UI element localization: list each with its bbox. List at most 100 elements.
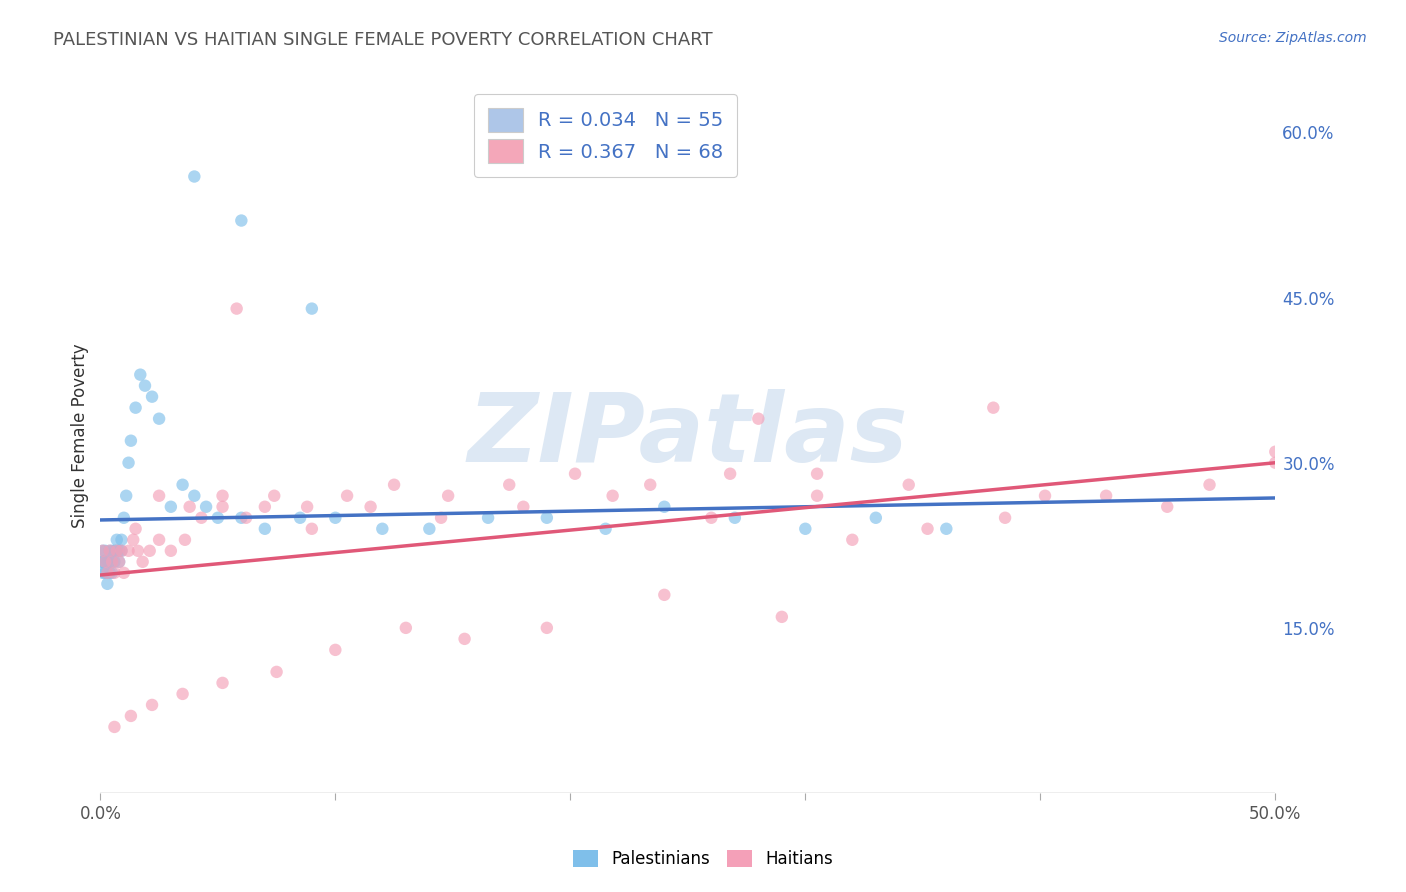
Point: [148, 533, 170, 547]
Point: [231, 213, 253, 227]
Point: [638, 477, 661, 491]
Point: [602, 489, 624, 503]
Point: [288, 510, 311, 524]
Point: [235, 510, 257, 524]
Point: [103, 566, 125, 580]
Point: [1033, 489, 1056, 503]
Point: [211, 489, 233, 503]
Point: [108, 543, 131, 558]
Point: [110, 543, 132, 558]
Point: [935, 522, 957, 536]
Point: [101, 566, 124, 580]
Point: [120, 709, 142, 723]
Point: [453, 632, 475, 646]
Point: [94, 543, 117, 558]
Text: PALESTINIAN VS HAITIAN SINGLE FEMALE POVERTY CORRELATION CHART: PALESTINIAN VS HAITIAN SINGLE FEMALE POV…: [53, 31, 713, 49]
Point: [325, 643, 347, 657]
Point: [263, 489, 285, 503]
Point: [724, 510, 747, 524]
Point: [108, 555, 131, 569]
Point: [91, 555, 114, 569]
Point: [253, 500, 276, 514]
Text: ZIPatlas: ZIPatlas: [468, 389, 908, 482]
Point: [382, 477, 405, 491]
Point: [437, 489, 460, 503]
Point: [160, 500, 183, 514]
Point: [225, 301, 247, 316]
Point: [115, 489, 138, 503]
Point: [652, 588, 675, 602]
Point: [160, 543, 183, 558]
Point: [120, 434, 142, 448]
Point: [112, 566, 135, 580]
Point: [211, 500, 233, 514]
Point: [512, 500, 534, 514]
Point: [1264, 456, 1286, 470]
Point: [108, 555, 131, 569]
Point: [91, 543, 114, 558]
Point: [124, 522, 146, 536]
Point: [477, 510, 499, 524]
Point: [917, 522, 939, 536]
Point: [91, 555, 114, 569]
Point: [110, 533, 132, 547]
Point: [98, 543, 121, 558]
Point: [94, 566, 117, 580]
Point: [770, 610, 793, 624]
Point: [96, 577, 118, 591]
Point: [231, 510, 253, 524]
Point: [112, 510, 135, 524]
Point: [336, 489, 359, 503]
Point: [301, 301, 323, 316]
Point: [138, 543, 160, 558]
Point: [98, 566, 121, 580]
Point: [91, 543, 114, 558]
Point: [131, 555, 153, 569]
Point: [103, 720, 125, 734]
Point: [117, 543, 139, 558]
Point: [105, 543, 128, 558]
Point: [117, 456, 139, 470]
Point: [94, 555, 117, 569]
Point: [994, 510, 1017, 524]
Point: [1156, 500, 1178, 514]
Point: [841, 533, 863, 547]
Point: [301, 522, 323, 536]
Point: [183, 489, 205, 503]
Point: [179, 500, 201, 514]
Point: [806, 467, 828, 481]
Text: Source: ZipAtlas.com: Source: ZipAtlas.com: [1219, 31, 1367, 45]
Point: [897, 477, 920, 491]
Point: [652, 500, 675, 514]
Point: [498, 477, 520, 491]
Point: [101, 555, 124, 569]
Point: [98, 555, 121, 569]
Point: [103, 543, 125, 558]
Point: [110, 543, 132, 558]
Point: [700, 510, 723, 524]
Point: [1095, 489, 1118, 503]
Point: [430, 510, 453, 524]
Point: [595, 522, 617, 536]
Point: [127, 543, 149, 558]
Point: [718, 467, 741, 481]
Point: [96, 555, 118, 569]
Point: [295, 500, 318, 514]
Point: [981, 401, 1004, 415]
Point: [1198, 477, 1220, 491]
Point: [183, 169, 205, 184]
Point: [172, 687, 194, 701]
Point: [174, 533, 197, 547]
Point: [141, 390, 163, 404]
Point: [96, 566, 118, 580]
Legend: Palestinians, Haitians: Palestinians, Haitians: [567, 843, 839, 875]
Point: [371, 522, 394, 536]
Point: [536, 621, 558, 635]
Point: [395, 621, 418, 635]
Point: [747, 411, 769, 425]
Point: [91, 566, 114, 580]
Point: [98, 543, 121, 558]
Legend: R = 0.034   N = 55, R = 0.367   N = 68: R = 0.034 N = 55, R = 0.367 N = 68: [474, 95, 737, 177]
Point: [794, 522, 817, 536]
Point: [325, 510, 347, 524]
